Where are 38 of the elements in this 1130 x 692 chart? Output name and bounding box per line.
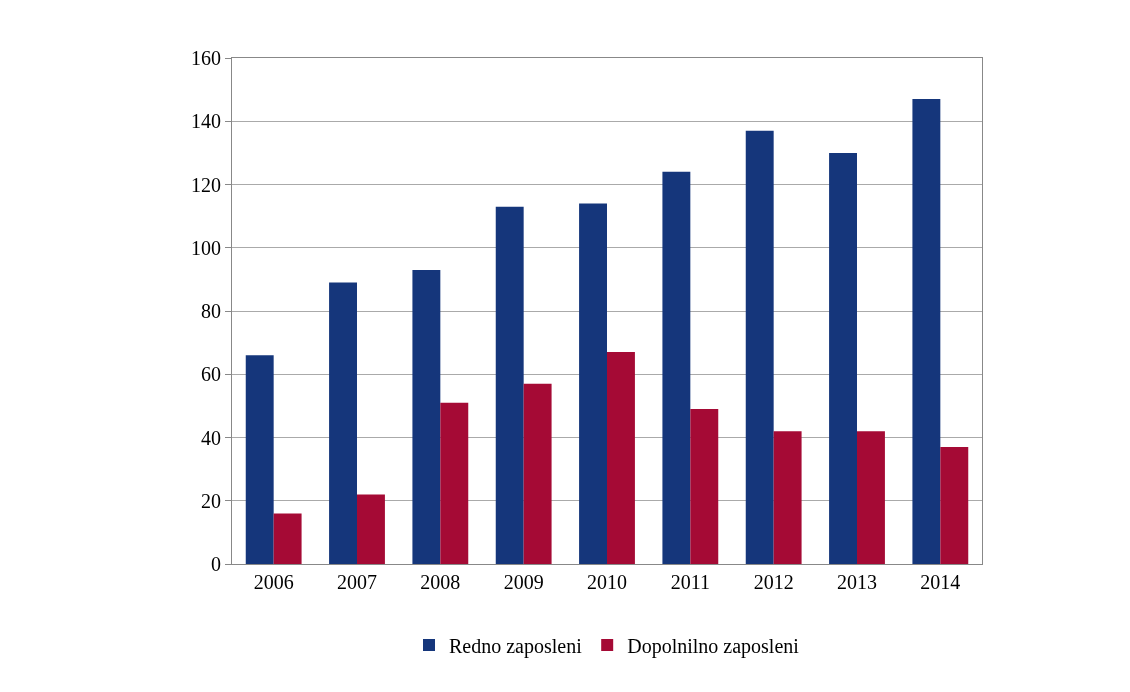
y-tick-label: 100 (191, 236, 221, 259)
x-tick-label: 2009 (503, 571, 544, 593)
y-tick-label: 60 (201, 363, 221, 386)
bar (523, 383, 552, 564)
y-tick-label: 0 (211, 553, 221, 575)
bar (329, 282, 357, 564)
bar (495, 206, 524, 564)
x-tick-label: 2013 (837, 571, 877, 593)
bar (440, 402, 469, 564)
bar (412, 269, 441, 564)
bar (245, 355, 274, 564)
bar (829, 152, 857, 564)
x-tick-label: 2008 (420, 571, 461, 593)
bar (662, 171, 691, 564)
y-tick-label: 120 (191, 173, 221, 196)
bar (912, 99, 941, 564)
legend-label: Dopolnilno zaposleni (627, 634, 800, 658)
bar (357, 494, 385, 564)
bar (690, 409, 719, 564)
bar (273, 513, 302, 564)
legend-label: Redno zaposleni (449, 634, 583, 658)
y-tick-label: 80 (201, 300, 221, 322)
bar (773, 431, 802, 564)
bar (745, 130, 774, 564)
y-tick-label: 160 (191, 47, 221, 69)
y-tick-label: 140 (191, 110, 221, 133)
bar (579, 203, 607, 564)
y-tick-label: 20 (201, 489, 221, 512)
x-tick-label: 2014 (920, 571, 961, 593)
bar (940, 446, 969, 564)
x-tick-label: 2012 (753, 571, 794, 593)
x-tick-label: 2011 (670, 571, 710, 593)
bar (857, 431, 885, 564)
x-tick-label: 2010 (587, 571, 627, 593)
y-tick-label: 40 (201, 426, 221, 449)
x-tick-label: 2006 (253, 571, 294, 593)
bar (607, 352, 635, 564)
x-tick-label: 2007 (337, 571, 377, 593)
